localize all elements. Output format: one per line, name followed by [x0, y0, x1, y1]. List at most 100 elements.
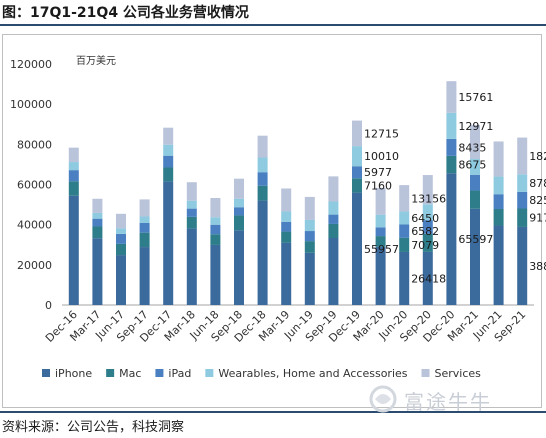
legend-swatch — [155, 369, 164, 377]
bar-segment — [257, 200, 268, 305]
bar-segment — [163, 144, 174, 156]
data-label: 5977 — [364, 166, 392, 179]
bar-segment — [352, 166, 362, 179]
bar-segment — [328, 214, 339, 224]
bar-segment — [399, 224, 410, 238]
bar-segment — [116, 233, 126, 244]
bar-segment — [92, 198, 103, 213]
bar-segment — [352, 120, 362, 147]
y-tick-label: 100000 — [10, 98, 52, 111]
bar-segment — [328, 223, 339, 238]
watermark-text: 富途牛牛 — [404, 390, 492, 414]
bar-segment — [422, 251, 433, 305]
bar-segment — [470, 159, 480, 175]
bar-segment — [92, 226, 103, 239]
bar-segment — [92, 212, 103, 219]
bar-segment — [257, 135, 268, 158]
bar-segment — [470, 208, 480, 305]
watermark: 富途牛牛 — [360, 384, 530, 416]
bar-segment — [517, 226, 528, 305]
bar-segment — [92, 238, 103, 305]
data-label: 65597 — [458, 233, 493, 246]
data-label: 9178 — [529, 212, 546, 225]
bar-segment — [517, 137, 528, 175]
bar-segment — [186, 216, 197, 229]
bar-segment — [399, 251, 410, 305]
bar-segment — [328, 201, 339, 215]
legend-swatch — [42, 369, 50, 377]
bar-segment — [470, 174, 480, 191]
legend-swatch — [421, 369, 430, 377]
bar-segment — [399, 211, 410, 225]
bar-segment — [68, 170, 79, 182]
bar-segment — [446, 112, 457, 139]
bar-segment — [139, 216, 150, 223]
bar-segment — [210, 198, 221, 218]
bar-segment — [163, 167, 174, 182]
bar-segment — [234, 230, 244, 305]
data-label: 18277 — [529, 150, 546, 163]
bar-segment — [234, 215, 244, 231]
bar-segment — [375, 227, 386, 237]
bar-segment — [399, 185, 410, 212]
bar-segment — [281, 211, 292, 222]
legend-label: Mac — [119, 367, 141, 380]
bar-segment — [446, 173, 457, 305]
legend-label: Wearables, Home and Accessories — [218, 367, 407, 380]
bar-segment — [304, 219, 315, 232]
bar-segment — [139, 199, 150, 217]
bar-segment — [517, 174, 528, 192]
bar-segment — [470, 190, 480, 209]
data-label: 7079 — [411, 239, 439, 252]
chart-frame — [2, 34, 542, 408]
bar-segment — [234, 178, 244, 199]
data-label: 8252 — [529, 194, 546, 207]
title-divider — [0, 24, 546, 26]
data-label: 26418 — [411, 272, 446, 285]
y-tick-label: 0 — [45, 299, 52, 312]
y-tick-label: 80000 — [17, 138, 52, 151]
figure-title: 图：17Q1-21Q4 公司各业务营收情况 — [2, 5, 249, 21]
y-tick-label: 20000 — [17, 259, 52, 272]
data-label: 7160 — [364, 179, 392, 192]
bar-segment — [68, 162, 79, 171]
bar-segment — [116, 213, 126, 229]
bar-segment — [352, 178, 362, 193]
bar-segment — [375, 187, 386, 215]
figure-source: 资料来源：公司公告，科技洞察 — [2, 420, 185, 435]
bar-segment — [68, 147, 79, 163]
data-label: 13156 — [411, 192, 446, 205]
bar-segment — [116, 255, 126, 305]
bar-segment — [328, 176, 339, 202]
data-label: 8785 — [529, 177, 546, 190]
data-label: 8435 — [458, 141, 486, 154]
bar-segment — [375, 236, 386, 247]
y-unit-label: 百万美元 — [76, 54, 116, 67]
bar-segment — [210, 244, 221, 305]
bar-segment — [68, 181, 79, 196]
bar-segment — [257, 157, 268, 173]
data-label: 55957 — [364, 243, 399, 256]
bar-segment — [493, 194, 504, 209]
bar-segment — [163, 155, 174, 168]
bar-segment — [281, 221, 292, 232]
bar-segment — [422, 204, 433, 221]
bar-segment — [470, 125, 480, 160]
data-label: 6582 — [411, 225, 439, 238]
legend-swatch — [205, 369, 214, 377]
y-tick-label: 60000 — [17, 179, 52, 192]
bar-segment — [352, 146, 362, 167]
bar-segment — [139, 247, 150, 305]
bar-segment — [281, 242, 292, 305]
bar-segment — [257, 172, 268, 186]
data-label: 8675 — [458, 159, 486, 172]
bar-segment — [328, 237, 339, 305]
bar-segment — [163, 181, 174, 305]
bar-segment — [186, 228, 197, 305]
legend-label: iPad — [168, 367, 191, 380]
legend-label: iPhone — [55, 367, 92, 380]
bar-segment — [352, 192, 362, 305]
bar-segment — [493, 176, 504, 195]
bar-segment — [186, 208, 197, 217]
